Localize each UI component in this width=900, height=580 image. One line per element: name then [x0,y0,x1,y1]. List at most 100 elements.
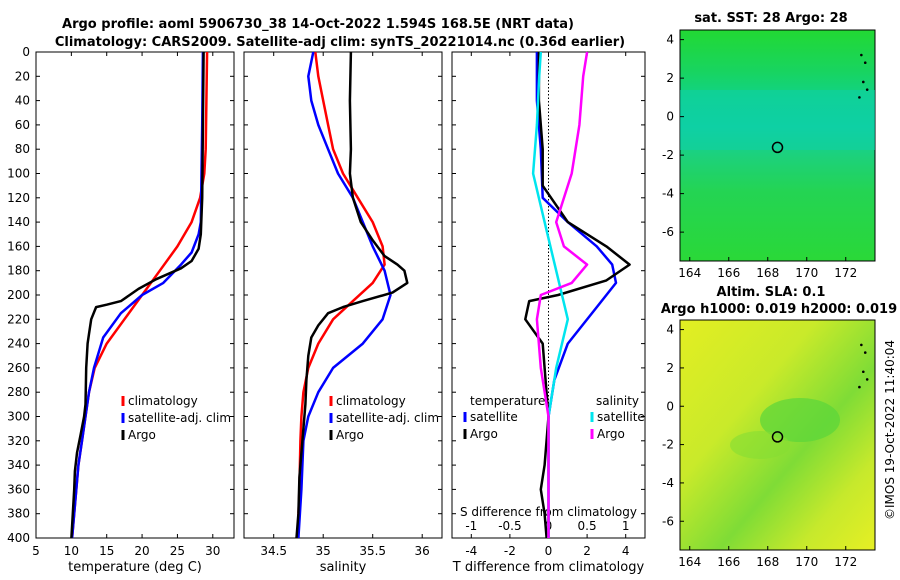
temperature-legend-label: Argo [128,428,156,442]
sst-map-xtick-label: 172 [834,266,857,280]
temperature-legend-label: satellite-adj. clim [128,411,231,425]
salinity-xtick-label: 35.5 [359,544,386,558]
difference-line-argo-s [535,51,589,538]
sst-map-island [865,88,869,91]
difference-line-satellite-s [531,51,570,538]
salinity-line-argo [295,51,409,539]
sst-map-xtick-label: 168 [756,266,779,280]
salinity-xtick-label: 35 [316,544,331,558]
temperature-ytick-label: 0 [22,45,30,59]
temperature-xtick-label: 30 [205,544,220,558]
difference-top-xtick-label: 0.5 [578,519,597,533]
sla-map-ytick-label: -4 [662,476,674,490]
difference-xtick-label: 2 [583,544,591,558]
temperature-ytick-label: 100 [7,167,30,181]
sla-map-xtick-label: 170 [795,555,818,569]
salinity-xtick-label: 34.5 [260,544,287,558]
temperature-ytick-label: 240 [7,337,30,351]
sla-map-island [860,343,863,347]
sla-map-ytick-label: -2 [662,438,674,452]
sst-map: 164 166 168 170 172 -6 -4 -2 0 2 4 [662,29,876,280]
sst-map-argo-marker [771,141,784,154]
temperature-ytick-label: 40 [15,94,30,108]
difference-top-xtick-label: 1 [622,519,630,533]
temperature-ytick-label: 320 [7,434,30,448]
salinity-frame [243,51,443,539]
sst-map-xtick-label: 170 [795,266,818,280]
temperature-ytick-label: 360 [7,482,30,496]
temperature-xlabel: temperature (deg C) [68,560,202,575]
temperature-legend-label: climatology [128,394,198,408]
temperature-ytick-label: 180 [7,264,30,278]
difference-top-xtick-label: -1 [465,519,477,533]
sla-map-island [862,370,865,374]
difference-legend-title-salinity: salinity [596,394,639,408]
temperature-xtick-label: 10 [64,544,79,558]
difference-xlabel: T difference from climatology [452,560,645,575]
temperature-xtick-label: 15 [99,544,114,558]
sst-map-xtick-label: 166 [717,266,740,280]
sla-map-island [863,351,867,354]
salinity-legend-label: satellite-adj. clim [336,411,439,425]
salinity-line-satellite-adj-clim [297,51,392,539]
temperature-frame [35,51,235,539]
sla-map-island [865,378,869,381]
sla-map-xtick-label: 172 [834,555,857,569]
temperature-line-satellite-adj-clim [70,51,205,539]
sst-blob [680,90,875,150]
temperature-ytick-label: 80 [15,142,30,156]
temperature-ytick-label: 220 [7,312,30,326]
temperature-ytick-label: 300 [7,410,30,424]
sst-map-title: sat. SST: 28 Argo: 28 [694,11,847,26]
sla-map-argo-marker [771,431,784,443]
temperature-ytick-label: 140 [7,215,30,229]
sla-low-patch [760,398,840,442]
temperature-ytick-label: 260 [7,361,30,375]
temperature-ytick-label: 400 [7,531,30,545]
difference-xtick-label: -4 [465,544,477,558]
sla-map-title-line1: Altim. SLA: 0.1 [717,285,826,300]
difference-panel: -4 -2 0 2 4 T difference from climatology -1 -0… [451,51,646,575]
temperature-ytick-label: 200 [7,288,30,302]
sla-map-title-line2: Argo h1000: 0.019 h2000: 0.019 [661,302,897,317]
temperature-panel: 0 20 40 60 80 100 120 140 160 180 200 220 240 260 280 3… [7,45,235,575]
difference-legend-label: satellite [470,410,518,424]
temperature-ytick-label: 380 [7,507,30,521]
salinity-xlabel: salinity [320,560,367,575]
temperature-ytick-label: 20 [15,69,30,83]
header-line1: Argo profile: aoml 5906730_38 14-Oct-202… [62,17,574,32]
salinity-legend-label: climatology [336,394,406,408]
salinity-panel: 34.5 35 35.5 36 salinity climatology satellite… [243,51,443,575]
sst-map-island [863,61,867,65]
sst-map-island [858,96,861,99]
temperature-line-argo [70,51,205,539]
salinity-legend-label: Argo [336,428,364,442]
difference-legend-label: satellite [597,410,645,424]
temperature-xtick-label: 25 [170,544,185,558]
temperature-ytick-label: 280 [7,385,30,399]
temperature-ytick-label: 60 [15,118,30,132]
sla-map-ytick-label: 4 [666,323,674,337]
copyright-label: ©IMOS 19-Oct-2022 11:40:04 [883,340,897,520]
difference-legend-label: Argo [597,427,625,441]
difference-legend-label: Argo [470,427,498,441]
sst-map-ytick-label: -2 [662,148,674,162]
sla-map-ytick-label: 0 [666,399,674,413]
sla-map-island [858,385,861,389]
difference-xtick-label: 4 [622,544,630,558]
sla-map-xtick-label: 168 [756,555,779,569]
sst-map-xtick-label: 164 [678,266,701,280]
sst-map-ytick-label: 0 [666,110,674,124]
sla-map: 164 166 168 170 172 -6 -4 -2 0 2 4 [662,319,876,569]
temperature-ytick-label: 160 [7,239,30,253]
sst-map-island [862,80,865,84]
sla-low-patch-2 [730,431,790,459]
salinity-xtick-label: 36 [415,544,430,558]
temperature-ytick-label: 120 [7,191,30,205]
temperature-ytick-label: 340 [7,458,30,472]
difference-legend-title-temperature: temperature [470,394,545,408]
header-line2: Climatology: CARS2009. Satellite-adj cli… [55,35,625,50]
sla-map-xtick-label: 164 [678,555,701,569]
